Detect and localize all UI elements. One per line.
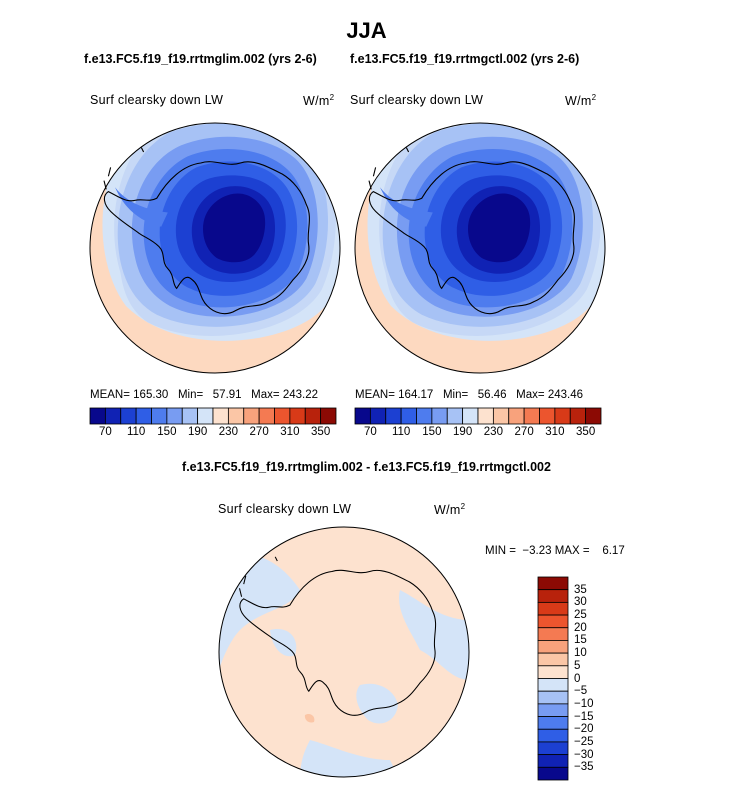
colorbar-right-ticks: 70 110 150 190 230 270 310 350 xyxy=(0,426,733,442)
difference-title: f.e13.FC5.f19_f19.rrtmglim.002 - f.e13.F… xyxy=(182,460,551,474)
colorbar-tick-label: 350 xyxy=(576,426,596,438)
colorbar-tick-label: 230 xyxy=(483,426,503,438)
colorbar-right xyxy=(354,407,602,425)
colorbar-swatch xyxy=(585,407,602,425)
colorbar-tick-label: −35 xyxy=(574,761,594,774)
difference-minmax: MIN = −3.23 MAX = 6.17 xyxy=(485,545,625,557)
colorbar-tick-label: 150 xyxy=(157,426,177,438)
map-left-rrtmglim xyxy=(89,122,341,374)
colorbar-tick-label: 35 xyxy=(574,583,587,596)
colorbar-left xyxy=(89,407,337,425)
main-title: JJA xyxy=(346,18,387,43)
panel-right-case-title: f.e13.FC5.f19_f19.rrtmgctl.002 (yrs 2-6) xyxy=(350,52,580,66)
colorbar-tick-label: 110 xyxy=(126,426,146,438)
colorbar-tick-label: 20 xyxy=(574,621,587,634)
map-difference xyxy=(218,526,470,778)
map-right-rrtmgctl xyxy=(354,122,606,374)
colorbar-tick-label: 15 xyxy=(574,634,587,647)
colorbar-tick-label: 350 xyxy=(311,426,331,438)
panel-left-variable-label: Surf clearsky down LW xyxy=(90,93,224,107)
colorbar-tick-label: −15 xyxy=(574,710,594,723)
colorbar-left-ticks: 70 110 150 190 230 270 310 350 xyxy=(0,426,733,442)
colorbar-tick-label: 25 xyxy=(574,609,587,622)
colorbar-tick-label: 10 xyxy=(574,647,587,660)
colorbar-tick-label: 270 xyxy=(249,426,269,438)
colorbar-tick-label: 30 xyxy=(574,596,587,609)
colorbar-difference xyxy=(537,576,569,781)
colorbar-tick-label: 5 xyxy=(574,659,581,672)
colorbar-tick-label: 70 xyxy=(363,426,377,438)
colorbar-tick-label: −30 xyxy=(574,748,594,761)
colorbar-tick-label: 110 xyxy=(391,426,411,438)
difference-variable-label: Surf clearsky down LW xyxy=(218,502,352,516)
panel-left-stats: MEAN= 165.30 Min= 57.91 Max= 243.22 xyxy=(90,389,318,401)
colorbar-tick-label: 150 xyxy=(422,426,442,438)
colorbar-tick-label: 270 xyxy=(514,426,534,438)
panel-right-variable-label: Surf clearsky down LW xyxy=(350,93,484,107)
colorbar-tick-label: 0 xyxy=(574,672,581,685)
colorbar-tick-label: −5 xyxy=(574,685,588,698)
colorbar-tick-label: 190 xyxy=(453,426,473,438)
panel-right-stats: MEAN= 164.17 Min= 56.46 Max= 243.46 xyxy=(355,389,583,401)
panel-left-units-label: W/m2 xyxy=(303,93,335,109)
colorbar-tick-label: −20 xyxy=(574,723,594,736)
colorbar-swatch xyxy=(320,407,337,425)
colorbar-tick-label: −10 xyxy=(574,697,594,710)
colorbar-tick-label: 230 xyxy=(218,426,238,438)
colorbar-tick-label: 70 xyxy=(98,426,112,438)
colorbar-swatch xyxy=(537,766,569,781)
colorbar-tick-label: −25 xyxy=(574,735,594,748)
difference-units-label: W/m2 xyxy=(434,502,466,518)
colorbar-tick-label: 310 xyxy=(280,426,300,438)
colorbar-tick-label: 310 xyxy=(545,426,565,438)
panel-left-case-title: f.e13.FC5.f19_f19.rrtmglim.002 (yrs 2-6) xyxy=(84,52,317,66)
colorbar-tick-label: 190 xyxy=(188,426,208,438)
panel-right-units-label: W/m2 xyxy=(565,93,597,109)
